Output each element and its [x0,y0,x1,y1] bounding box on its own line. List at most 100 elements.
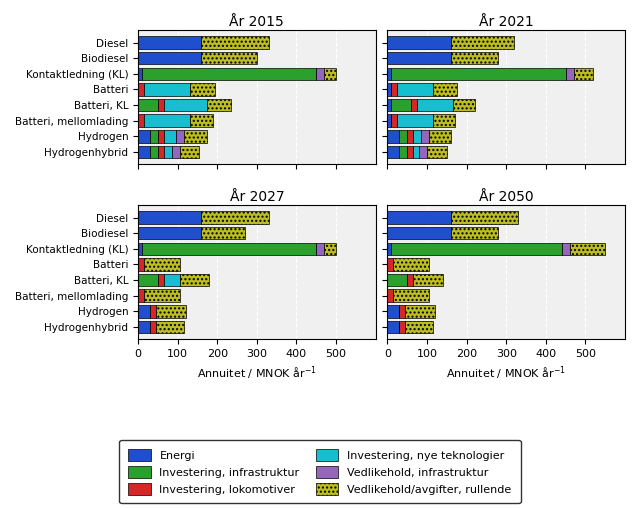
Bar [180,146,200,158]
Bar [419,146,427,158]
Bar [138,243,142,255]
Bar [412,99,417,111]
Bar [189,83,215,96]
Bar [156,305,186,318]
Bar [138,146,150,158]
Bar [142,243,316,255]
Bar [150,146,158,158]
Bar [392,243,562,255]
Bar [451,227,499,239]
Bar [405,305,435,318]
Bar [407,274,413,287]
Bar [158,130,164,143]
Bar [387,36,451,49]
Bar [202,52,257,65]
Bar [202,36,269,49]
Bar [150,321,156,333]
Bar [387,305,399,318]
Bar [138,36,202,49]
Bar [144,115,189,127]
Bar [399,305,405,318]
Bar [387,274,407,287]
Bar [138,211,202,224]
Bar [164,99,207,111]
Bar [189,115,213,127]
Bar [451,211,518,224]
Bar [316,243,324,255]
Bar [407,130,413,143]
Bar [202,227,245,239]
Title: År 2027: År 2027 [230,190,284,204]
Bar [392,83,397,96]
Bar [387,211,451,224]
Bar [429,130,451,143]
Bar [392,68,566,80]
Bar [452,99,474,111]
Bar [138,99,158,111]
Bar [399,130,407,143]
Bar [164,146,172,158]
Bar [399,321,405,333]
X-axis label: Annuitet / MNOK år$^{-1}$: Annuitet / MNOK år$^{-1}$ [197,364,317,382]
Bar [202,211,269,224]
Bar [138,115,144,127]
Bar [387,130,399,143]
Bar [158,274,164,287]
Bar [207,99,231,111]
Bar [394,290,429,302]
Bar [138,52,202,65]
Bar [156,321,184,333]
Bar [407,146,413,158]
Title: År 2015: År 2015 [230,15,284,29]
Bar [387,99,392,111]
Bar [421,130,429,143]
Bar [387,146,399,158]
Bar [570,243,605,255]
Bar [138,227,202,239]
Bar [417,99,452,111]
Bar [397,83,433,96]
Bar [387,243,392,255]
Title: År 2050: År 2050 [479,190,534,204]
Bar [164,274,180,287]
Title: År 2021: År 2021 [479,15,534,29]
Bar [433,115,455,127]
Bar [138,290,144,302]
Bar [413,130,421,143]
Bar [164,130,176,143]
Bar [392,115,397,127]
Bar [451,36,514,49]
Bar [405,321,433,333]
Bar [150,305,156,318]
Bar [138,83,144,96]
Bar [387,227,451,239]
Bar [427,146,447,158]
Bar [387,83,392,96]
Bar [184,130,207,143]
Bar [387,258,394,271]
Bar [394,258,429,271]
Bar [399,146,407,158]
Bar [397,115,433,127]
Bar [413,146,419,158]
Bar [138,258,144,271]
Bar [176,130,184,143]
Bar [413,274,443,287]
Bar [158,99,164,111]
Bar [562,243,570,255]
Bar [138,305,150,318]
Bar [316,68,324,80]
Bar [138,321,150,333]
Bar [144,83,189,96]
Bar [158,146,164,158]
Bar [138,274,158,287]
Bar [433,83,457,96]
Bar [387,290,394,302]
Bar [324,243,336,255]
X-axis label: Annuitet / MNOK år$^{-1}$: Annuitet / MNOK år$^{-1}$ [446,364,566,382]
Bar [144,258,180,271]
Legend: Energi, Investering, infrastruktur, Investering, lokomotiver, Investering, nye t: Energi, Investering, infrastruktur, Inve… [120,440,520,503]
Bar [573,68,593,80]
Bar [387,321,399,333]
Bar [142,68,316,80]
